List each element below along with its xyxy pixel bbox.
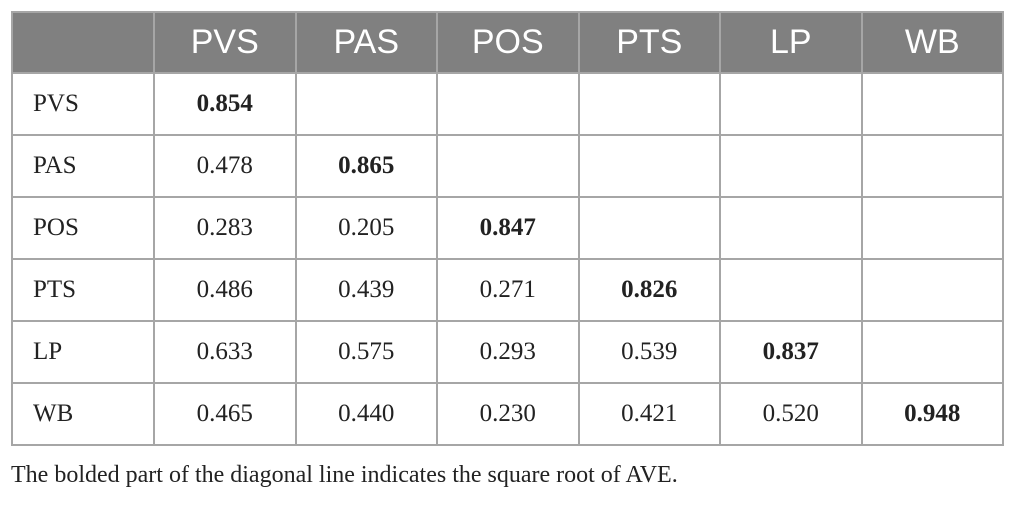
header-row: PVS PAS POS PTS LP WB [11,11,1004,74]
row-label-wb: WB [11,382,155,446]
table-cell [436,72,580,136]
table-cell [719,196,863,260]
table-row: PVS 0.854 [11,72,1004,136]
column-header-pvs: PVS [153,11,297,74]
row-label-pvs: PVS [11,72,155,136]
table-cell [719,134,863,198]
table-cell: 0.421 [577,382,721,446]
table-cell-diagonal: 0.948 [860,382,1004,446]
row-label-pas: PAS [11,134,155,198]
table-footnote: The bolded part of the diagonal line ind… [11,462,678,488]
table-cell [719,258,863,322]
table-row: POS 0.283 0.205 0.847 [11,196,1004,260]
table-cell [860,258,1004,322]
table-cell: 0.440 [294,382,438,446]
row-label-pos: POS [11,196,155,260]
table-row: PTS 0.486 0.439 0.271 0.826 [11,258,1004,322]
table-cell: 0.230 [436,382,580,446]
table-cell [577,72,721,136]
table-cell [860,320,1004,384]
column-header-pas: PAS [294,11,438,74]
table-cell: 0.633 [153,320,297,384]
table-row: PAS 0.478 0.865 [11,134,1004,198]
table-cell: 0.539 [577,320,721,384]
table-cell: 0.486 [153,258,297,322]
table-cell: 0.271 [436,258,580,322]
table-cell-diagonal: 0.854 [153,72,297,136]
table-cell: 0.520 [719,382,863,446]
row-label-pts: PTS [11,258,155,322]
table-cell-diagonal: 0.837 [719,320,863,384]
table-cell-diagonal: 0.847 [436,196,580,260]
table-cell [860,134,1004,198]
table-cell [577,134,721,198]
correlation-table: PVS PAS POS PTS LP WB PVS 0.854 PAS 0.47… [11,11,1004,446]
table-cell [860,72,1004,136]
corner-header-cell [11,11,155,74]
table-cell [860,196,1004,260]
column-header-lp: LP [719,11,863,74]
table-cell [719,72,863,136]
table-cell: 0.293 [436,320,580,384]
table-cell: 0.205 [294,196,438,260]
correlation-table-container: PVS PAS POS PTS LP WB PVS 0.854 PAS 0.47… [11,11,1004,446]
table-cell-diagonal: 0.865 [294,134,438,198]
table-cell [436,134,580,198]
table-cell: 0.465 [153,382,297,446]
table-cell: 0.283 [153,196,297,260]
table-row: WB 0.465 0.440 0.230 0.421 0.520 0.948 [11,382,1004,446]
column-header-wb: WB [860,11,1004,74]
table-cell: 0.575 [294,320,438,384]
table-row: LP 0.633 0.575 0.293 0.539 0.837 [11,320,1004,384]
column-header-pos: POS [436,11,580,74]
column-header-pts: PTS [577,11,721,74]
table-cell-diagonal: 0.826 [577,258,721,322]
row-label-lp: LP [11,320,155,384]
table-cell [294,72,438,136]
table-cell: 0.478 [153,134,297,198]
table-cell: 0.439 [294,258,438,322]
table-cell [577,196,721,260]
